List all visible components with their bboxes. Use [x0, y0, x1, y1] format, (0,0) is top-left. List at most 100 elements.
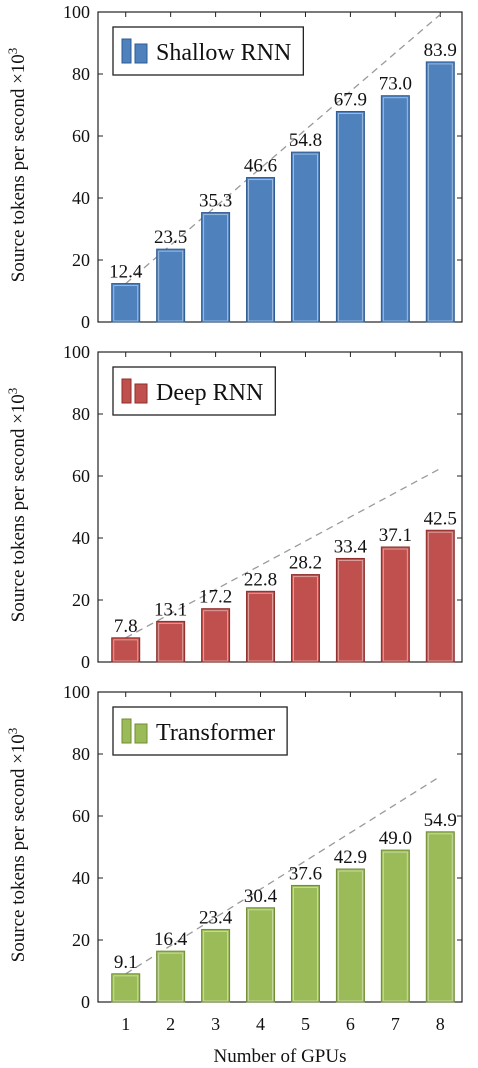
bar-highlight: [248, 179, 274, 322]
bar-highlight: [337, 559, 363, 662]
data-label: 83.9: [424, 40, 457, 61]
chart-panel-2: 0 20 40 60 80 100 7.8 13.1 17.2 22.8 28.2 33.4 37.1 4…: [5, 342, 463, 672]
data-label: 13.1: [154, 599, 187, 620]
y-tick-label: 80: [72, 404, 90, 424]
bar-highlight: [292, 886, 318, 1002]
y-tick-label: 100: [63, 342, 90, 362]
bar-highlight: [248, 909, 274, 1002]
x-tick-label: 1: [121, 1014, 130, 1034]
bar: [156, 248, 186, 323]
data-label: 17.2: [199, 587, 232, 608]
bar-highlight: [337, 113, 363, 322]
x-tick-label: 2: [166, 1014, 175, 1034]
x-tick-label: 5: [301, 1014, 310, 1034]
chart-panel-1: 0 20 40 60 80 100 12.4 23.5 35.3 46.6 54.8 67.9 73.0…: [5, 2, 463, 332]
y-tick-label: 20: [72, 590, 90, 610]
bar-highlight: [292, 153, 318, 322]
bar: [111, 283, 141, 323]
data-label: 16.4: [154, 929, 188, 950]
bar-highlight: [427, 833, 453, 1002]
bar: [425, 529, 455, 663]
bar-highlight: [158, 952, 184, 1002]
data-label: 42.5: [424, 508, 457, 529]
data-label: 46.6: [244, 156, 277, 177]
data-label: 23.4: [199, 907, 233, 928]
y-tick-label: 80: [72, 64, 90, 84]
y-axis-label: Source tokens per second ×103: [5, 728, 29, 963]
bar: [290, 884, 320, 1003]
bar-highlight: [248, 592, 274, 662]
y-tick-label: 100: [63, 2, 90, 22]
y-tick-label: 80: [72, 744, 90, 764]
legend-label: Shallow RNN: [156, 40, 291, 66]
x-tick-label: 6: [346, 1014, 355, 1034]
plot-frame: [97, 351, 463, 663]
legend-swatch: [134, 383, 148, 404]
legend-label: Deep RNN: [156, 380, 263, 406]
y-axis-label: Source tokens per second ×103: [5, 48, 29, 283]
data-label: 73.0: [379, 74, 412, 95]
bar: [380, 546, 410, 663]
x-axis-label: Number of GPUs: [214, 1046, 347, 1067]
y-tick-label: 40: [72, 188, 90, 208]
bar: [290, 574, 320, 663]
data-label: 23.5: [154, 227, 187, 248]
y-tick-label: 20: [72, 250, 90, 270]
bar-highlight: [427, 63, 453, 322]
data-label: 7.8: [114, 616, 138, 637]
data-label: 9.1: [114, 952, 138, 973]
bar-highlight: [203, 214, 229, 322]
bar: [335, 111, 365, 323]
bar: [246, 590, 276, 663]
bar: [335, 557, 365, 663]
x-tick-label: 3: [211, 1014, 220, 1034]
data-label: 54.8: [289, 130, 322, 151]
legend-swatch: [134, 43, 148, 64]
y-tick-label: 20: [72, 930, 90, 950]
bar-highlight: [382, 851, 408, 1002]
bar-highlight: [427, 531, 453, 662]
bar-highlight: [158, 250, 184, 322]
data-label: 54.9: [424, 810, 457, 831]
bar-highlight: [337, 870, 363, 1002]
data-label: 33.4: [334, 536, 368, 557]
legend-label: Transformer: [156, 720, 275, 746]
bar-highlight: [382, 548, 408, 662]
data-label: 42.9: [334, 847, 367, 868]
y-tick-label: 0: [81, 992, 90, 1012]
chart-panel-3: 0 20 40 60 80 100 9.1 16.4 23.4 30.4 37.6 42.9 49.0 5…: [5, 682, 463, 1067]
bar: [246, 177, 276, 323]
data-label: 35.3: [199, 191, 232, 212]
data-label: 37.1: [379, 525, 412, 546]
data-label: 28.2: [289, 553, 322, 574]
data-label: 12.4: [109, 262, 143, 283]
bar: [201, 928, 231, 1003]
bar: [335, 868, 365, 1003]
bar-highlight: [113, 285, 139, 322]
y-tick-label: 60: [72, 806, 90, 826]
x-tick-label: 8: [436, 1014, 445, 1034]
y-tick-label: 60: [72, 466, 90, 486]
data-label: 30.4: [244, 886, 278, 907]
bar-highlight: [292, 576, 318, 662]
ideal-scaling-line: [125, 775, 441, 975]
plot-frame: [97, 11, 463, 323]
legend-swatch: [121, 38, 132, 64]
legend-swatch: [121, 378, 132, 404]
bar: [290, 151, 320, 323]
legend-swatch: [134, 723, 148, 744]
bar: [201, 608, 231, 663]
data-label: 67.9: [334, 90, 367, 111]
y-tick-label: 0: [81, 312, 90, 332]
x-tick-label: 7: [391, 1014, 400, 1034]
data-label: 37.6: [289, 863, 322, 884]
bar: [111, 637, 141, 663]
x-tick-label: 4: [256, 1014, 265, 1034]
bar: [425, 61, 455, 323]
bar-highlight: [113, 975, 139, 1002]
bar: [246, 907, 276, 1003]
bar-highlight: [203, 610, 229, 662]
y-tick-label: 60: [72, 126, 90, 146]
bar-highlight: [203, 930, 229, 1002]
